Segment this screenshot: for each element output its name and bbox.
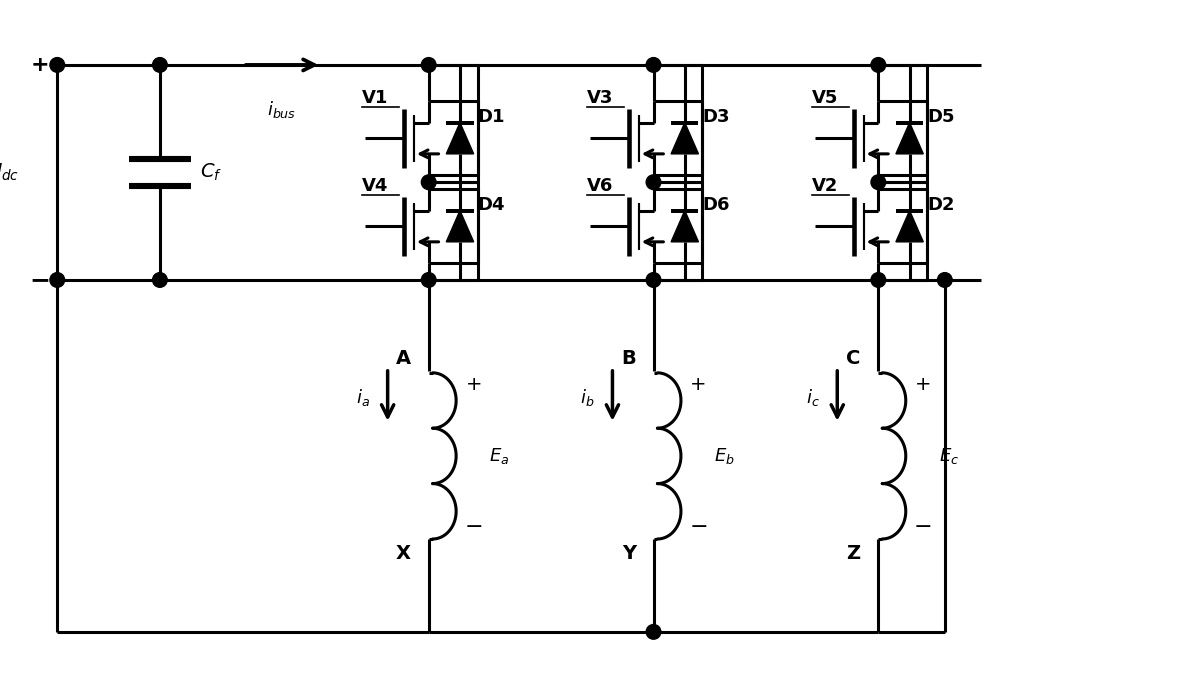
Text: X: X [396,544,411,563]
Text: D4: D4 [477,196,505,214]
Polygon shape [896,210,923,242]
Text: C: C [846,349,861,368]
Text: −: − [29,268,50,292]
Text: Y: Y [622,544,635,563]
Text: $E_b$: $E_b$ [715,446,735,466]
Text: +: + [691,375,706,394]
Circle shape [870,58,886,72]
Text: $C_f$: $C_f$ [200,162,222,183]
Circle shape [646,175,661,190]
Text: V1: V1 [362,89,388,107]
Circle shape [870,273,886,287]
Circle shape [870,175,886,190]
Text: $i_{bus}$: $i_{bus}$ [267,99,296,120]
Circle shape [646,273,661,287]
Text: $E_c$: $E_c$ [939,446,959,466]
Polygon shape [671,122,699,154]
Circle shape [938,273,952,287]
Text: V6: V6 [588,177,614,195]
Circle shape [50,58,65,72]
Text: D5: D5 [927,108,954,126]
Text: V2: V2 [812,177,838,195]
Circle shape [50,273,65,287]
Text: −: − [914,517,933,537]
Text: $i_c$: $i_c$ [806,387,820,408]
Text: $i_a$: $i_a$ [356,387,370,408]
Polygon shape [671,210,699,242]
Text: V4: V4 [362,177,388,195]
Text: $E_a$: $E_a$ [489,446,510,466]
Text: +: + [915,375,932,394]
Polygon shape [446,122,474,154]
Text: $i_b$: $i_b$ [580,387,595,408]
Circle shape [152,273,167,287]
Text: +: + [465,375,482,394]
Text: V3: V3 [588,89,614,107]
Text: B: B [621,349,635,368]
Text: D6: D6 [703,196,730,214]
Text: +: + [30,55,49,75]
Circle shape [421,175,436,190]
Text: V5: V5 [812,89,838,107]
Circle shape [152,58,167,72]
Text: $U_{dc}$: $U_{dc}$ [0,162,19,183]
Text: D1: D1 [477,108,505,126]
Text: D2: D2 [927,196,954,214]
Text: D3: D3 [703,108,730,126]
Text: Z: Z [846,544,861,563]
Circle shape [421,58,436,72]
Polygon shape [896,122,923,154]
Circle shape [646,58,661,72]
Text: −: − [464,517,483,537]
Polygon shape [446,210,474,242]
Text: −: − [689,517,707,537]
Circle shape [421,273,436,287]
Text: A: A [396,349,411,368]
Circle shape [646,624,661,639]
